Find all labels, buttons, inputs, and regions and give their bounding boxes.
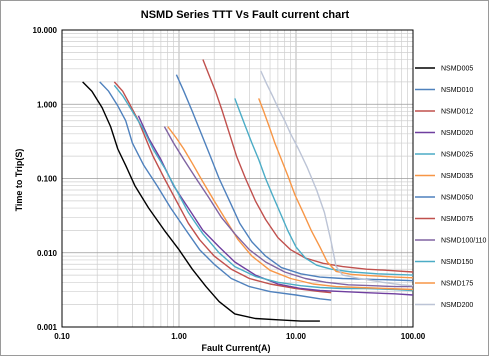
legend-label-nsmd200: NSMD200 (441, 302, 473, 309)
legend-label-nsmd010: NSMD010 (441, 87, 473, 94)
legend-label-nsmd025: NSMD025 (441, 152, 473, 159)
legend-label-nsmd050: NSMD050 (441, 195, 473, 202)
legend: NSMD005 NSMD010 NSMD012 NSMD020 NSMD025 NSMD0… (415, 66, 487, 309)
x-tick-label: 0.10 (54, 332, 70, 341)
tick-labels: 0.10 1.00 10.00 100.00 0.001 0.010 0.100 1.000 1… (33, 26, 426, 341)
series-line-nsmd075 (202, 59, 414, 273)
y-tick-label: 10.000 (33, 26, 58, 35)
legend-label-nsmd150: NSMD150 (441, 259, 473, 266)
x-axis-label: Fault Current(A) (202, 343, 271, 353)
legend-label-nsmd012: NSMD012 (441, 109, 473, 116)
legend-label-nsmd005: NSMD005 (441, 66, 473, 73)
chart-title: NSMD Series TTT Vs Fault current chart (141, 9, 350, 21)
y-axis-label: Time to Trip(S) (14, 149, 24, 212)
legend-label-nsmd175: NSMD175 (441, 281, 473, 288)
series-line-nsmd005 (82, 81, 320, 322)
x-tick-label: 1.00 (171, 332, 187, 341)
series-line-nsmd175 (258, 98, 414, 279)
x-tick-label: 10.00 (286, 332, 307, 341)
legend-label-nsmd035: NSMD035 (441, 173, 473, 180)
series-line-nsmd010 (99, 81, 332, 301)
series-line-nsmd100-110 (163, 126, 413, 288)
y-tick-label: 0.010 (37, 249, 58, 258)
plot-area-border (61, 29, 414, 328)
series-line-nsmd050 (175, 74, 414, 282)
series-line-nsmd150 (234, 98, 414, 276)
y-tick-label: 0.001 (37, 323, 58, 332)
y-tick-label: 1.000 (37, 100, 58, 109)
y-tick-label: 0.100 (37, 175, 58, 184)
series-line-nsmd200 (260, 70, 414, 287)
legend-label-nsmd075: NSMD075 (441, 216, 473, 223)
x-tick-label: 100.00 (401, 332, 426, 341)
series-lines (82, 59, 414, 322)
legend-label-nsmd100-110: NSMD100/110 (441, 238, 487, 245)
series-line-nsmd035 (167, 126, 414, 291)
series-line-nsmd025 (113, 84, 414, 292)
legend-label-nsmd020: NSMD020 (441, 130, 473, 137)
